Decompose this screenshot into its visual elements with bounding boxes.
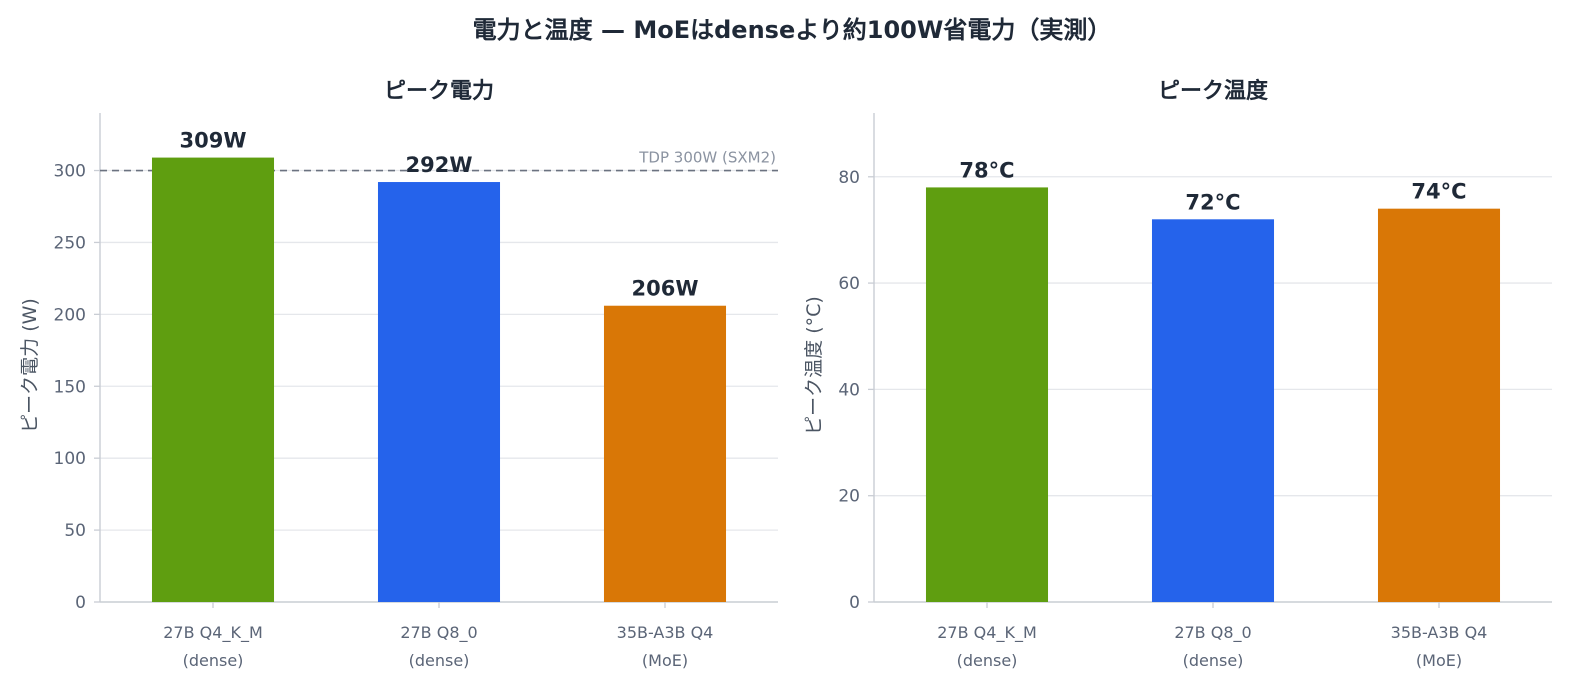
panel2-bar-value-label-1: 78°C (959, 158, 1014, 182)
panel1-bar-value-label-3: 206W (632, 277, 699, 301)
panel1-ytick-label: 150 (54, 377, 86, 397)
panel2-title: ピーク温度 (1158, 78, 1269, 104)
panel1-bar-1 (151, 157, 275, 602)
panel2-xtick-label-1: 27B Q4_K_M (937, 623, 1037, 643)
panel2-bar-1 (925, 187, 1049, 603)
panel1-xtick-sublabel-2: (dense) (409, 651, 470, 670)
panel1-xtick-label-3: 35B-A3B Q4 (617, 623, 714, 642)
panel2-bar-3 (1377, 208, 1501, 602)
panel2-bar-2 (1151, 219, 1275, 602)
panel2-bar-value-label-3: 74°C (1411, 180, 1466, 204)
panel1-ytick-label: 250 (54, 233, 86, 253)
panel2-xtick-sublabel-3: (MoE) (1416, 651, 1462, 670)
panel2-ytick-label: 80 (838, 168, 860, 188)
figure-title: 電力と温度 — MoEはdenseより約100W省電力（実測） (472, 16, 1112, 44)
panel1-reference-label: TDP 300W (SXM2) (638, 149, 776, 167)
panel1-ytick-label: 300 (54, 162, 86, 182)
panel2-xtick-sublabel-2: (dense) (1183, 651, 1244, 670)
panel1-xtick-sublabel-1: (dense) (183, 651, 244, 670)
panel1-xtick-sublabel-3: (MoE) (642, 651, 688, 670)
panel1-ytick-label: 100 (54, 449, 86, 469)
panel1-xtick-label-1: 27B Q4_K_M (163, 623, 263, 643)
panel1-bar-value-label-2: 292W (406, 153, 473, 177)
panel2-ytick-label: 60 (838, 274, 860, 294)
panel1-ytick-label: 200 (54, 305, 86, 325)
panel2-xtick-label-2: 27B Q8_0 (1174, 623, 1251, 643)
panel1-bar-2 (377, 182, 501, 603)
panel2-bar-value-label-2: 72°C (1185, 190, 1240, 214)
panel1-bar-value-label-1: 309W (180, 129, 247, 153)
panel2-ytick-label: 40 (838, 380, 860, 400)
panel1-title: ピーク電力 (384, 79, 494, 104)
panel1-ytick-label: 50 (64, 521, 86, 541)
panel1-xtick-label-2: 27B Q8_0 (400, 623, 477, 643)
panel2-xtick-sublabel-1: (dense) (957, 651, 1018, 670)
panel1-ytick-label: 0 (75, 593, 86, 613)
panel2-y-axis-label: ピーク温度 (°C) (803, 296, 825, 435)
panel1-bar-3 (603, 305, 727, 602)
panel2-ytick-label: 0 (849, 593, 860, 613)
panel2-xtick-label-3: 35B-A3B Q4 (1391, 623, 1488, 642)
panel1-y-axis-label: ピーク電力 (W) (19, 298, 41, 433)
panel2-ytick-label: 20 (838, 487, 860, 507)
